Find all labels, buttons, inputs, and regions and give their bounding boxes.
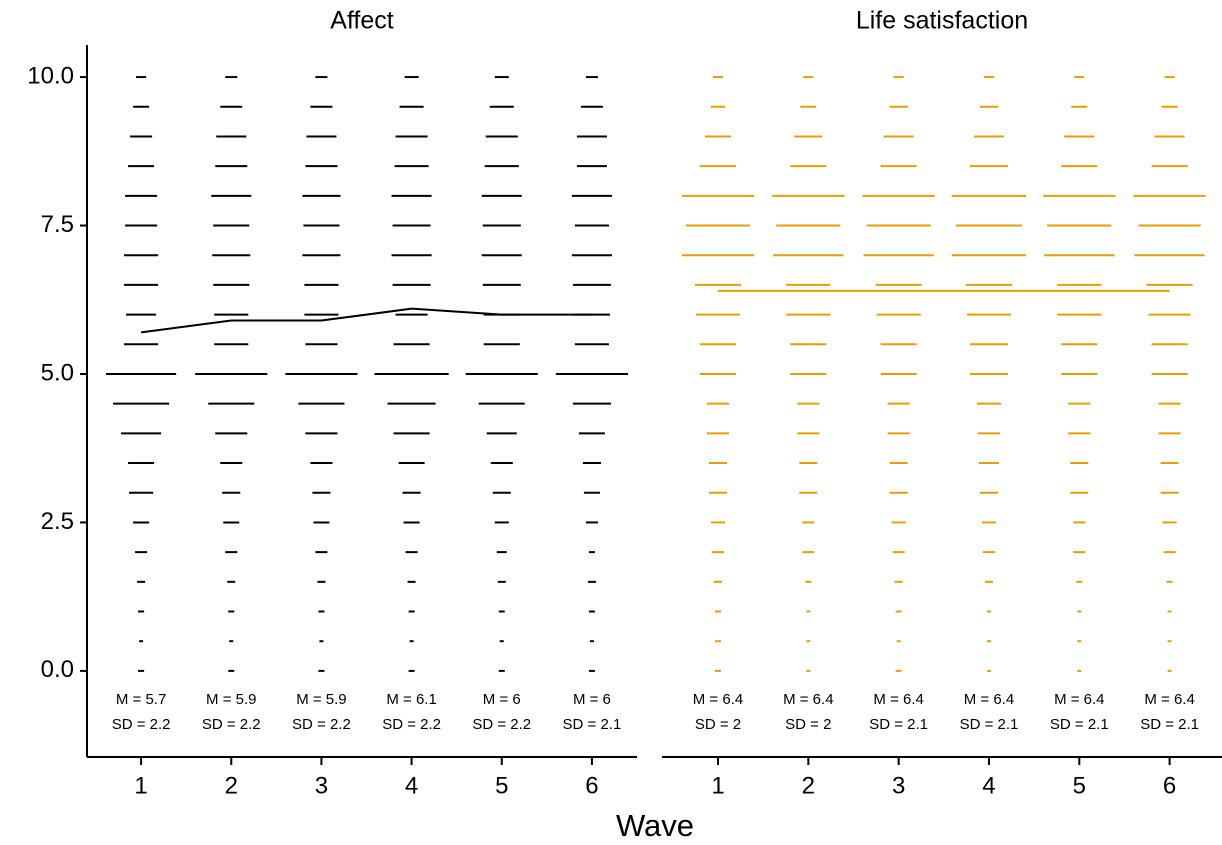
y-tick-label: 10.0 bbox=[27, 62, 74, 89]
x-tick-label: 2 bbox=[225, 772, 238, 799]
sd-label: SD = 2.1 bbox=[1050, 716, 1109, 733]
mean-label: M = 5.9 bbox=[296, 691, 346, 708]
y-tick-label: 2.5 bbox=[41, 508, 74, 535]
mean-label: M = 6.4 bbox=[873, 691, 923, 708]
x-tick-label: 6 bbox=[585, 772, 598, 799]
x-tick-label: 1 bbox=[711, 772, 724, 799]
y-tick-label: 7.5 bbox=[41, 211, 74, 238]
sd-label: SD = 2.2 bbox=[382, 716, 441, 733]
mean-label: M = 5.9 bbox=[206, 691, 256, 708]
x-axis-label: Wave bbox=[616, 808, 694, 843]
sd-label: SD = 2.1 bbox=[869, 716, 928, 733]
mean-label: M = 6.4 bbox=[783, 691, 833, 708]
sd-label: SD = 2.2 bbox=[112, 716, 171, 733]
mean-label: M = 6.4 bbox=[964, 691, 1014, 708]
y-tick-label: 5.0 bbox=[41, 359, 74, 386]
sd-label: SD = 2 bbox=[695, 716, 741, 733]
mean-label: M = 6.4 bbox=[1054, 691, 1104, 708]
sd-label: SD = 2.2 bbox=[292, 716, 351, 733]
x-tick-label: 1 bbox=[134, 772, 147, 799]
sd-label: SD = 2.1 bbox=[563, 716, 622, 733]
panel-title: Affect bbox=[330, 7, 394, 35]
x-tick-label: 5 bbox=[495, 772, 508, 799]
sd-label: SD = 2.1 bbox=[960, 716, 1019, 733]
sd-label: SD = 2.2 bbox=[472, 716, 531, 733]
mean-label: M = 6.4 bbox=[693, 691, 743, 708]
sd-label: SD = 2.2 bbox=[202, 716, 261, 733]
x-tick-label: 4 bbox=[405, 772, 418, 799]
mean-label: M = 6.1 bbox=[386, 691, 436, 708]
mean-label: M = 6.4 bbox=[1144, 691, 1194, 708]
y-tick-label: 0.0 bbox=[41, 656, 74, 683]
x-tick-label: 5 bbox=[1073, 772, 1086, 799]
panel-title: Life satisfaction bbox=[856, 7, 1028, 35]
x-tick-label: 3 bbox=[892, 772, 905, 799]
x-tick-label: 2 bbox=[802, 772, 815, 799]
x-tick-label: 6 bbox=[1163, 772, 1176, 799]
mean-label: M = 6 bbox=[483, 691, 521, 708]
sd-label: SD = 2 bbox=[785, 716, 831, 733]
x-tick-label: 3 bbox=[315, 772, 328, 799]
mean-label: M = 5.7 bbox=[116, 691, 166, 708]
mean-line bbox=[140, 307, 592, 334]
mean-label: M = 6 bbox=[573, 691, 611, 708]
x-tick-label: 4 bbox=[982, 772, 995, 799]
sd-label: SD = 2.1 bbox=[1140, 716, 1199, 733]
